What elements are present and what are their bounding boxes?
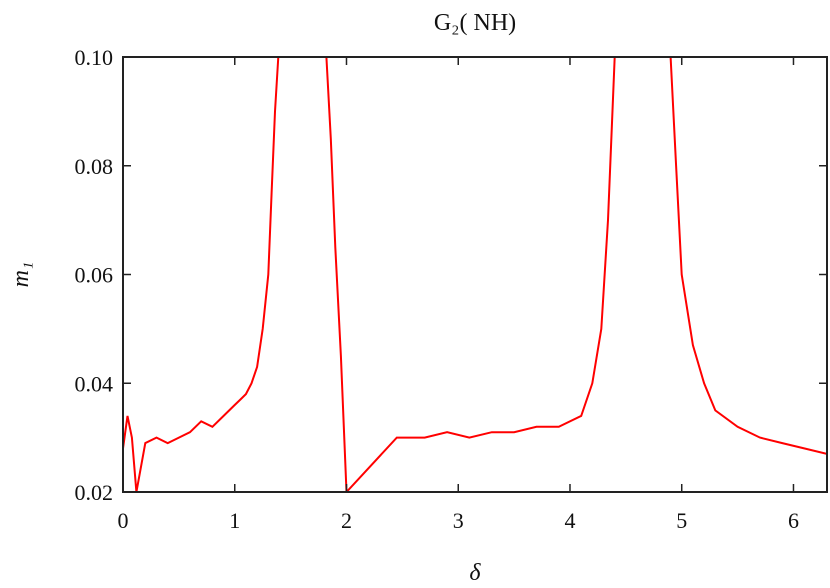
y-axis: 0.02 0.04 0.06 0.08 0.10 xyxy=(75,45,827,505)
x-axis-label: δ xyxy=(469,560,481,586)
x-tick-label: 5 xyxy=(676,508,687,533)
x-tick-label: 0 xyxy=(118,508,129,533)
y-tick-label: 0.06 xyxy=(75,263,114,288)
y-tick-label: 0.04 xyxy=(75,371,114,396)
plot-frame xyxy=(122,56,828,493)
y-tick-label: 0.10 xyxy=(75,45,114,70)
y-tick-label: 0.02 xyxy=(75,480,114,505)
plot-marks xyxy=(123,57,827,492)
x-tick-label: 6 xyxy=(788,508,799,533)
x-tick-label: 3 xyxy=(453,508,464,533)
y-axis-label: m₁ xyxy=(8,262,34,288)
series-line xyxy=(123,57,827,492)
x-axis: 0 1 2 3 4 5 6 xyxy=(118,57,799,533)
x-tick-label: 4 xyxy=(564,508,575,533)
chart-title: G₂( NH) xyxy=(434,10,516,36)
y-tick-label: 0.08 xyxy=(75,154,114,179)
x-tick-label: 2 xyxy=(341,508,352,533)
x-tick-label: 1 xyxy=(229,508,240,533)
